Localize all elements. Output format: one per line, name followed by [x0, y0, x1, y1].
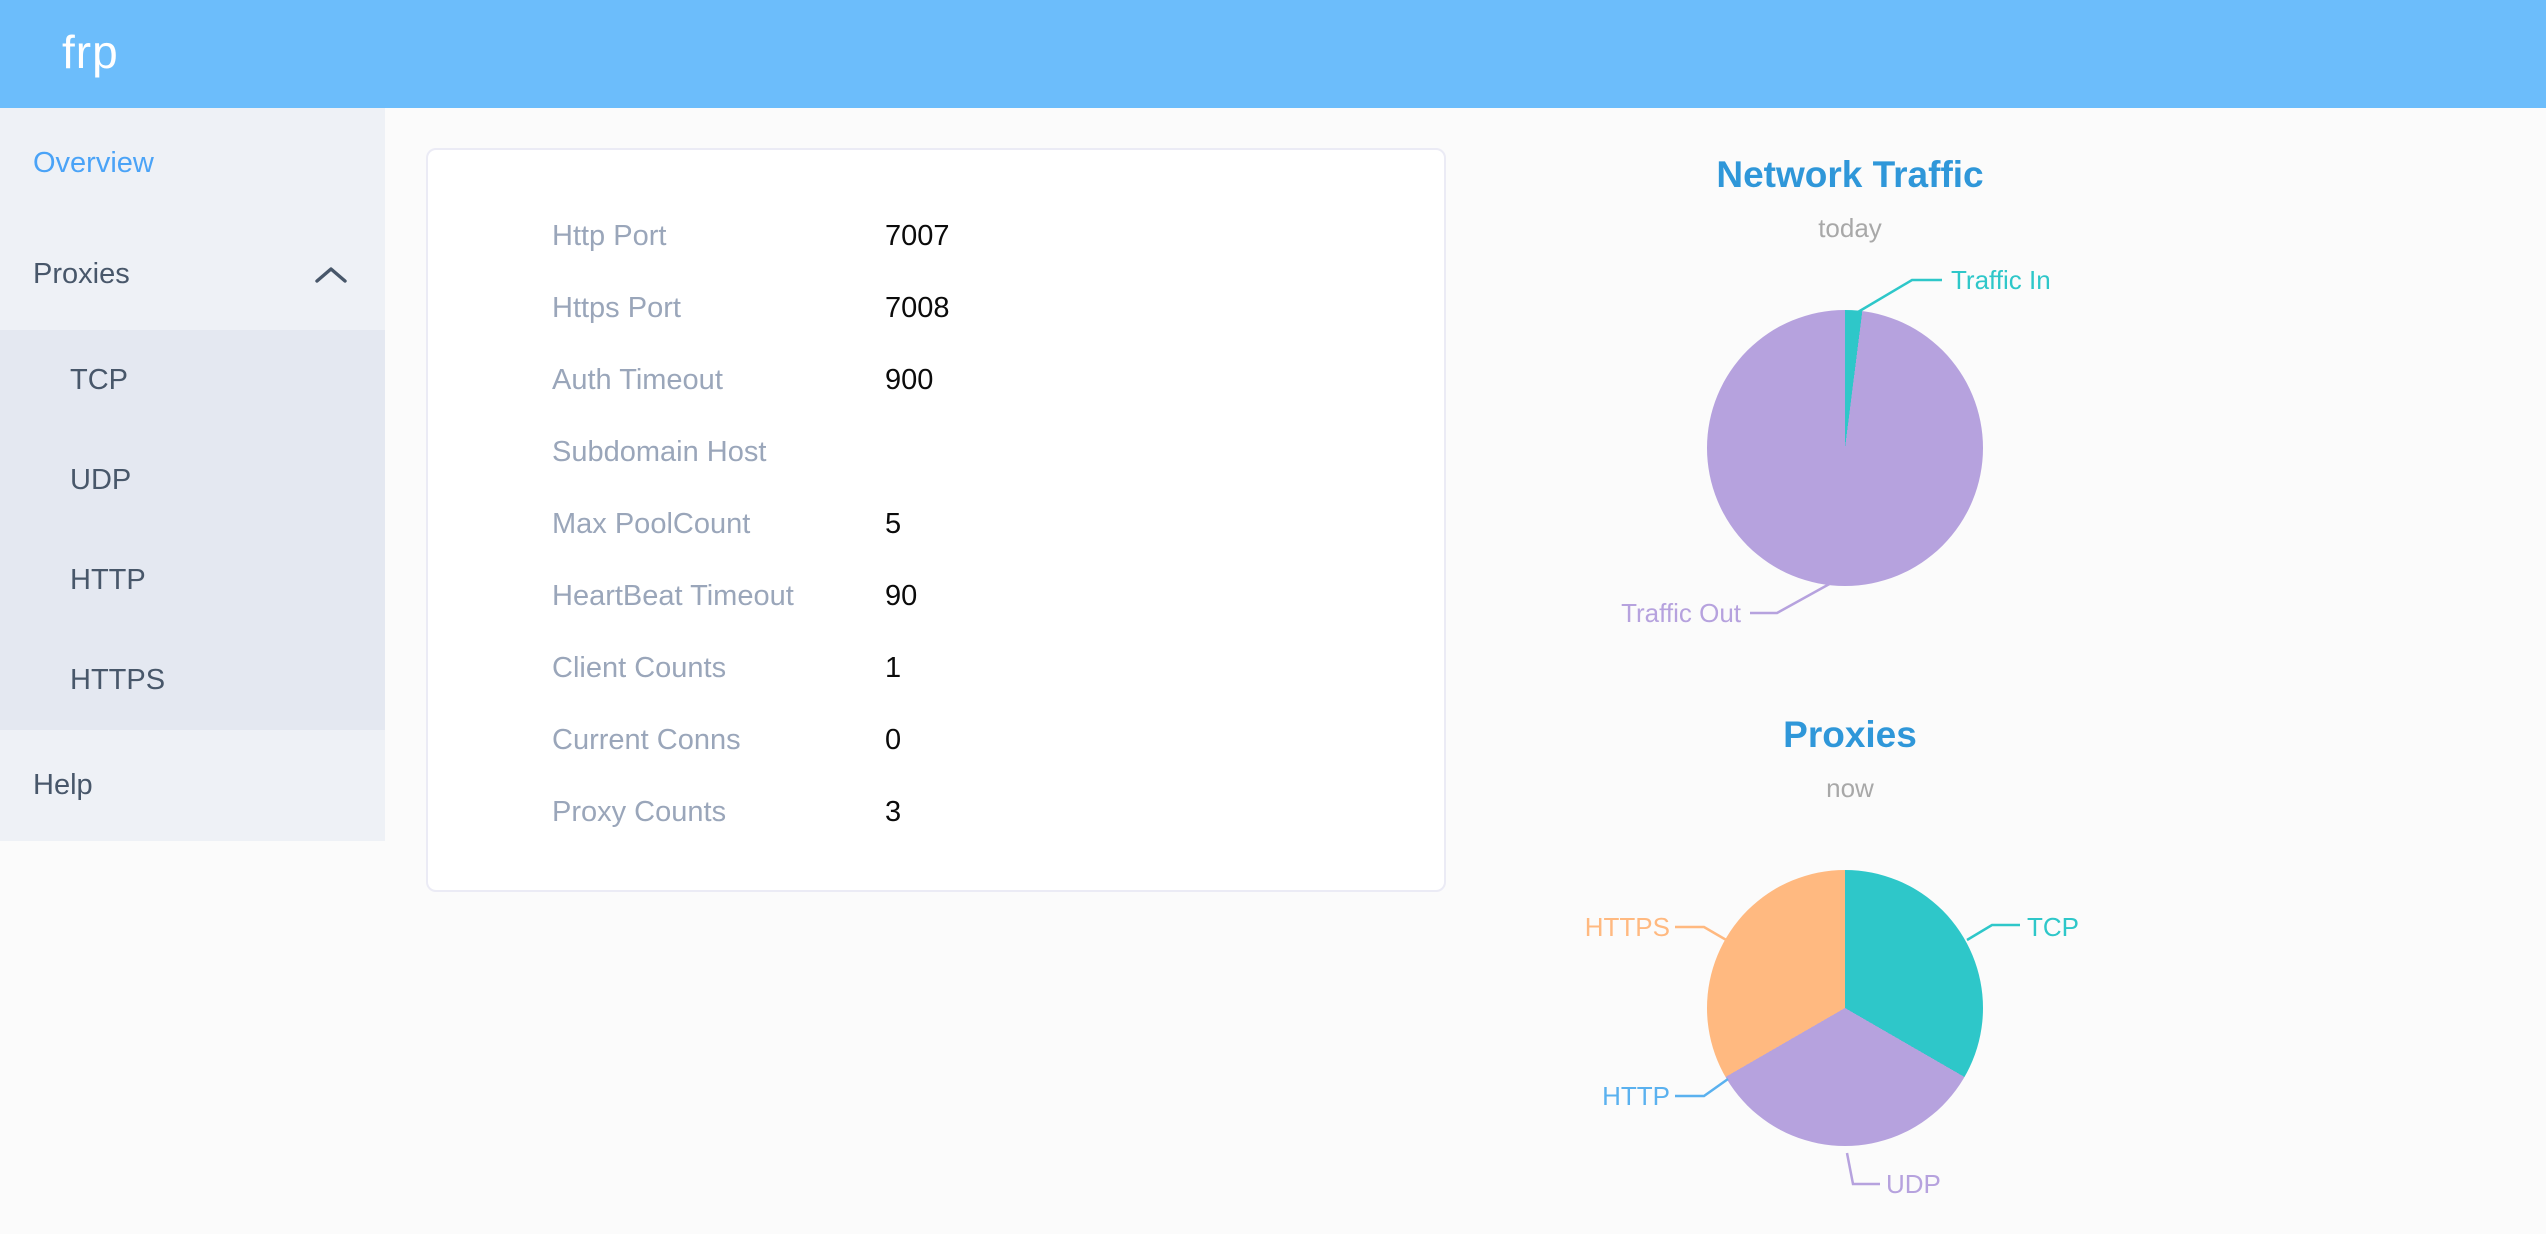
- chart-subtitle: now: [1826, 773, 1874, 803]
- info-row-heartbeat-timeout: HeartBeat Timeout 90: [428, 560, 1444, 632]
- info-value: 90: [885, 580, 918, 612]
- info-label: Subdomain Host: [552, 436, 767, 468]
- proxies-chart: Proxies now TCP UDP HTTP HTTPS: [1530, 668, 2170, 1234]
- app-header: frp: [0, 0, 2546, 108]
- app-logo: frp: [62, 26, 119, 78]
- info-value: 0: [885, 724, 902, 756]
- network-traffic-chart: Network Traffic today Traffic In Traffic…: [1530, 108, 2170, 668]
- server-info-card: Http Port 7007 Https Port 7008 Auth Time…: [426, 148, 1446, 892]
- sidebar-item-label: Proxies: [33, 258, 130, 290]
- chevron-up-icon: [315, 266, 347, 283]
- info-row-current-conns: Current Conns 0: [428, 704, 1444, 776]
- info-value: 7007: [885, 220, 950, 252]
- pie-label-traffic-out: Traffic Out: [1621, 598, 1741, 628]
- info-label: HeartBeat Timeout: [552, 580, 794, 612]
- chart-subtitle: today: [1818, 213, 1882, 243]
- proxies-pie[interactable]: [1707, 870, 1983, 1146]
- sidebar-item-tcp[interactable]: TCP: [70, 364, 128, 396]
- sidebar-item-overview[interactable]: Overview: [0, 108, 385, 219]
- sidebar-item-help[interactable]: Help: [0, 730, 385, 841]
- pie-label-https: HTTPS: [1584, 912, 1670, 942]
- pie-label-tcp: TCP: [2027, 912, 2079, 942]
- pie-label-udp: UDP: [1886, 1169, 1941, 1199]
- pie-label-http: HTTP: [1602, 1081, 1670, 1111]
- info-row-proxy-counts: Proxy Counts 3: [428, 776, 1444, 848]
- info-label: Http Port: [552, 220, 667, 252]
- info-row-https-port: Https Port 7008: [428, 272, 1444, 344]
- info-value: 5: [885, 508, 902, 540]
- info-value: 900: [885, 364, 934, 396]
- sidebar-item-label: Overview: [33, 147, 154, 179]
- info-label: Current Conns: [552, 724, 741, 756]
- info-label: Client Counts: [552, 652, 727, 684]
- pie-label-traffic-in: Traffic In: [1951, 265, 2051, 295]
- sidebar: Overview Proxies TCP UDP HTTP HTTPS Help: [0, 108, 385, 841]
- info-label: Https Port: [552, 292, 681, 324]
- sidebar-item-http[interactable]: HTTP: [70, 564, 146, 596]
- info-row-max-poolcount: Max PoolCount 5: [428, 488, 1444, 560]
- chart-title: Proxies: [1783, 714, 1917, 755]
- sidebar-item-proxies[interactable]: Proxies: [0, 219, 385, 330]
- info-label: Max PoolCount: [552, 508, 751, 540]
- info-row-subdomain-host: Subdomain Host: [428, 416, 1444, 488]
- info-row-client-counts: Client Counts 1: [428, 632, 1444, 704]
- proxies-submenu: TCP UDP HTTP HTTPS: [0, 330, 385, 730]
- chart-title: Network Traffic: [1716, 154, 1984, 195]
- sidebar-item-udp[interactable]: UDP: [70, 464, 132, 496]
- info-row-auth-timeout: Auth Timeout 900: [428, 344, 1444, 416]
- sidebar-item-label: Help: [33, 769, 93, 801]
- sidebar-item-https[interactable]: HTTPS: [70, 664, 166, 696]
- info-row-http-port: Http Port 7007: [428, 200, 1444, 272]
- info-value: 3: [885, 796, 902, 828]
- info-value: 7008: [885, 292, 950, 324]
- network-traffic-pie[interactable]: [1707, 310, 1983, 586]
- info-label: Proxy Counts: [552, 796, 727, 828]
- info-value: 1: [885, 652, 902, 684]
- info-label: Auth Timeout: [552, 364, 723, 396]
